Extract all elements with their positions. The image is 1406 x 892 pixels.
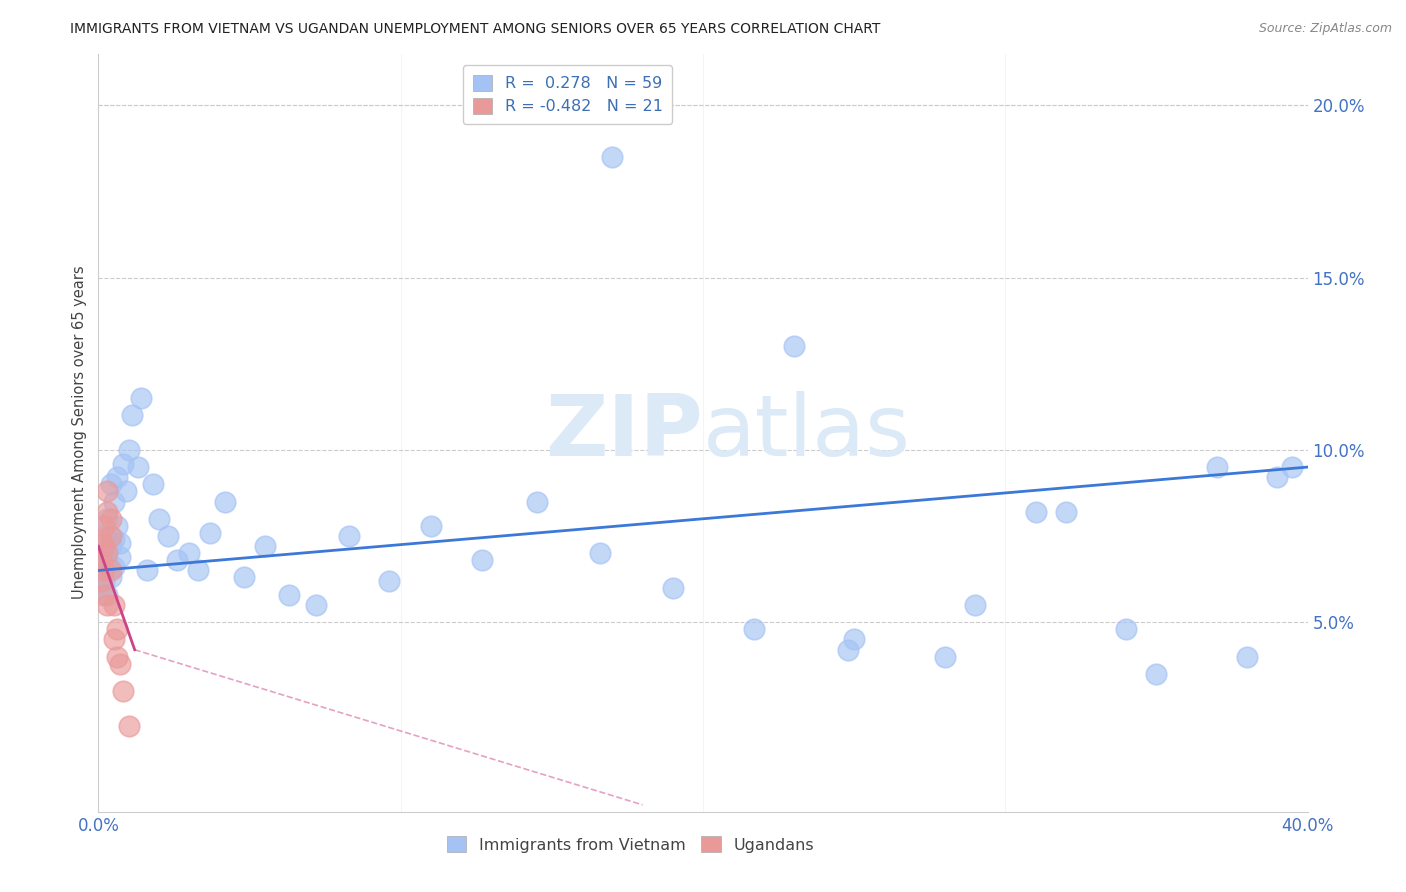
Point (589, 546, 612, 560)
Point (1267, 470, 1289, 484)
Point (1206, 460, 1229, 475)
Point (100, 570, 122, 584)
Point (602, 150, 624, 164)
Point (103, 598, 125, 612)
Text: ZIP: ZIP (546, 391, 703, 475)
Point (1236, 649, 1258, 664)
Point (156, 529, 179, 543)
Point (1115, 622, 1137, 636)
Point (103, 632, 125, 647)
Point (1024, 505, 1046, 519)
Point (93, 529, 115, 543)
Point (118, 442, 141, 457)
Text: Source: ZipAtlas.com: Source: ZipAtlas.com (1258, 22, 1392, 36)
Point (148, 512, 170, 526)
Legend: Immigrants from Vietnam, Ugandans: Immigrants from Vietnam, Ugandans (439, 828, 823, 861)
Point (100, 539, 122, 553)
Point (844, 632, 866, 647)
Point (337, 529, 360, 543)
Point (129, 391, 152, 405)
Point (100, 512, 122, 526)
Point (253, 539, 276, 553)
Point (93, 588, 115, 602)
Point (305, 598, 328, 612)
Point (377, 574, 399, 588)
Point (96, 505, 118, 519)
Point (166, 553, 188, 567)
Point (100, 564, 122, 578)
Point (111, 684, 134, 698)
Point (114, 484, 136, 499)
Point (105, 470, 128, 484)
Point (105, 649, 128, 664)
Point (471, 553, 494, 567)
Point (103, 533, 125, 547)
Point (142, 477, 165, 491)
Point (744, 622, 766, 636)
Point (661, 581, 683, 595)
Point (100, 529, 122, 543)
Point (96, 598, 118, 612)
Point (90, 574, 112, 588)
Point (96, 546, 118, 560)
Point (100, 477, 122, 491)
Point (93, 546, 115, 560)
Point (1054, 505, 1077, 519)
Point (837, 642, 859, 657)
Point (103, 560, 125, 574)
Point (90, 564, 112, 578)
Point (1281, 460, 1303, 475)
Point (965, 598, 987, 612)
Point (232, 570, 254, 584)
Point (96, 484, 118, 499)
Point (108, 536, 131, 550)
Point (93, 564, 115, 578)
Point (214, 494, 236, 508)
Point (277, 588, 299, 602)
Point (179, 546, 201, 560)
Point (96, 588, 118, 602)
Point (934, 649, 956, 664)
Point (420, 518, 443, 533)
Text: atlas: atlas (703, 391, 911, 475)
Point (111, 457, 134, 471)
Point (103, 494, 125, 508)
Y-axis label: Unemployment Among Seniors over 65 years: Unemployment Among Seniors over 65 years (72, 266, 87, 599)
Point (105, 518, 128, 533)
Point (1144, 666, 1167, 681)
Point (90, 553, 112, 567)
Point (118, 718, 141, 732)
Point (200, 525, 222, 540)
Point (108, 549, 131, 564)
Text: IMMIGRANTS FROM VIETNAM VS UGANDAN UNEMPLOYMENT AMONG SENIORS OVER 65 YEARS CORR: IMMIGRANTS FROM VIETNAM VS UGANDAN UNEMP… (70, 22, 880, 37)
Point (96, 512, 118, 526)
Point (127, 460, 149, 475)
Point (90, 581, 112, 595)
Point (93, 574, 115, 588)
Point (90, 533, 112, 547)
Point (526, 494, 548, 508)
Point (108, 657, 131, 671)
Point (135, 564, 157, 578)
Point (187, 564, 209, 578)
Point (121, 409, 143, 423)
Point (783, 339, 806, 353)
Point (93, 539, 115, 553)
Point (105, 622, 128, 636)
Point (93, 518, 115, 533)
Point (96, 553, 118, 567)
